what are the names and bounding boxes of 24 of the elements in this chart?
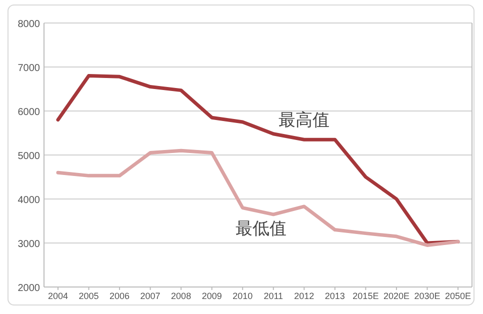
y-tick-label: 2000 [18,283,40,294]
x-tick-label: 2012 [294,291,314,301]
x-tick-label: 2010 [232,291,253,301]
series-label: 最高值 [278,110,330,131]
x-tick-label: 2015E [352,291,379,301]
y-tick-label: 6000 [18,107,40,118]
x-tick-label: 2008 [171,291,192,301]
y-tick-label: 4000 [18,195,40,206]
y-tick-label: 3000 [18,239,40,250]
x-tick-label: 2006 [110,291,130,301]
line-series [56,148,460,247]
x-tick-label: 2004 [48,291,68,301]
x-tick-label: 2030E [414,291,440,301]
y-tick-label: 7000 [18,63,40,74]
x-tick-label: 2009 [202,291,222,301]
x-tick-label: 2020E [383,291,410,301]
x-tick-label: 2013 [324,291,345,301]
x-tick-label: 2050E [444,291,472,301]
x-tick-label: 2011 [264,291,284,301]
series-label: 最低值 [236,218,287,239]
y-tick-label: 5000 [18,151,40,162]
y-tick-label: 8000 [18,19,40,30]
x-tick-label: 2005 [78,291,99,301]
x-tick-label: 2007 [140,291,160,301]
